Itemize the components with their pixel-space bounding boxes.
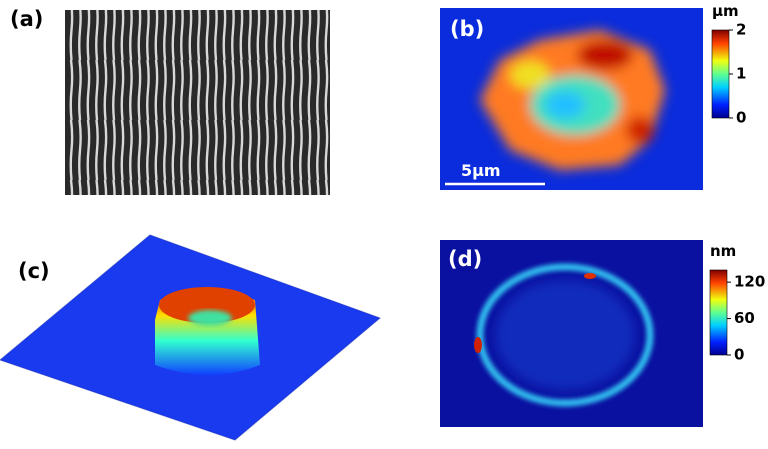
panel-label: (c) (18, 259, 50, 283)
figure: (a) (b) 5µm (c) (d) µm 0 1 2 nm 0 60 120 (0, 0, 768, 449)
colorbar-tick-label: 2 (736, 21, 746, 39)
colorbar-unit: µm (712, 2, 739, 20)
colorbar (710, 270, 727, 355)
colorbar-tick-label: 0 (736, 109, 746, 127)
panel-label: (b) (450, 17, 484, 41)
colorbar-tick-label: 0 (734, 346, 744, 364)
colorbar-unit: nm (710, 242, 736, 260)
colorbar-tick-label: 60 (734, 309, 755, 327)
panel-label: (d) (448, 247, 482, 271)
interferogram (65, 10, 330, 195)
panel-label: (a) (10, 7, 43, 31)
scale-bar-label: 5µm (461, 161, 501, 180)
colorbar-tick-label: 1 (736, 65, 746, 83)
colorbar-tick-label: 120 (734, 273, 765, 291)
colorbar (712, 30, 729, 118)
